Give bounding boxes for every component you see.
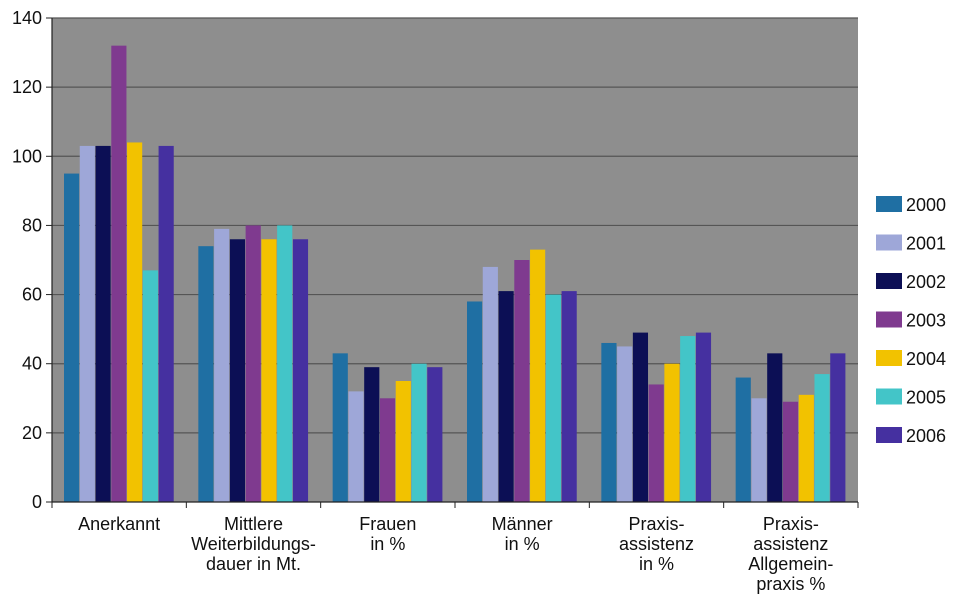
legend-label: 2003: [906, 311, 946, 331]
y-tick-label: 100: [12, 146, 42, 166]
bar-2004-5: [798, 394, 814, 502]
bar-2002-4: [632, 332, 649, 502]
legend-item-2006: 2006: [876, 426, 946, 446]
gridlines: [52, 17, 858, 434]
bar-2003-1: [245, 225, 261, 502]
x-category-label: Praxis-assistenz Allgemein-praxis %: [748, 514, 833, 594]
bar-2001-2: [348, 391, 364, 502]
bar-2002-3: [498, 291, 514, 502]
bar-2001-5: [751, 398, 767, 502]
bar-2002-5: [767, 353, 783, 502]
legend-swatch: [876, 350, 902, 366]
y-tick-label: 20: [22, 423, 42, 443]
legend-item-2000: 2000: [876, 195, 946, 215]
legend-label: 2004: [906, 349, 946, 369]
y-tick-label: 80: [22, 215, 42, 235]
legend-label: 2001: [906, 234, 946, 254]
bar-2000-5: [735, 377, 751, 502]
bar-2000-3: [467, 301, 483, 502]
legend-swatch: [876, 427, 902, 443]
bar-2006-1: [292, 239, 309, 502]
bar-2001-3: [482, 266, 498, 502]
bar-2002-1: [229, 239, 246, 502]
legend-item-2005: 2005: [876, 388, 946, 408]
bar-2006-0: [158, 145, 174, 502]
legend-item-2004: 2004: [876, 349, 946, 369]
x-category-label: Praxis-assistenz in %: [619, 514, 694, 574]
bars: [64, 45, 846, 503]
bar-2006-5: [830, 353, 846, 502]
bar-2000-1: [198, 246, 214, 502]
y-tick-label: 60: [22, 285, 42, 305]
y-tick-label: 120: [12, 77, 42, 97]
bar-2004-2: [395, 381, 411, 502]
x-category-label: Frauen in %: [359, 514, 416, 554]
bar-2000-0: [64, 173, 80, 503]
legend-swatch: [876, 388, 902, 405]
plot-area: [52, 18, 858, 502]
bar-2001-4: [617, 346, 633, 502]
x-category-label: Anerkannt: [78, 514, 160, 534]
bar-2003-0: [111, 45, 127, 503]
bar-2005-5: [814, 374, 830, 502]
legend-swatch: [876, 196, 902, 212]
legend-label: 2002: [906, 272, 946, 292]
x-axis: Anerkannt Mittlere Weiterbildungs-dauer in…: [51, 501, 859, 594]
bar-2000-4: [601, 342, 617, 502]
bar-2003-2: [379, 398, 396, 502]
bar-2001-0: [79, 145, 95, 502]
bar-2005-2: [411, 363, 427, 502]
legend-label: 2005: [906, 388, 946, 408]
y-tick-label: 40: [22, 354, 42, 374]
bar-2004-0: [127, 142, 143, 502]
bar-2002-2: [364, 367, 380, 502]
y-tick-label: 140: [12, 8, 42, 28]
bar-2000-2: [332, 353, 348, 502]
legend-item-2002: 2002: [876, 272, 946, 292]
legend-item-2003: 2003: [876, 311, 946, 331]
x-category-label: Mittlere Weiterbildungs-dauer in Mt.: [191, 514, 316, 574]
legend-label: 2006: [906, 426, 946, 446]
x-category-label: Männer in %: [492, 514, 553, 554]
legend-swatch: [876, 273, 902, 289]
bar-2005-0: [142, 270, 158, 502]
bar-2006-4: [695, 332, 712, 502]
bar-2006-3: [561, 291, 577, 502]
legend-swatch: [876, 311, 902, 328]
y-axis: 0 20 40 60 80 100 120 140: [12, 8, 53, 512]
legend-label: 2000: [906, 195, 946, 215]
bar-2005-1: [277, 225, 293, 502]
bar-2001-1: [214, 228, 230, 502]
legend-swatch: [876, 234, 902, 251]
bar-2005-4: [680, 336, 696, 502]
bar-2004-4: [664, 363, 680, 502]
legend: 2000 2001 2002 2003 2004 2005 2006: [876, 195, 946, 446]
bar-2006-2: [427, 367, 443, 502]
bar-2002-0: [95, 145, 111, 502]
legend-item-2001: 2001: [876, 234, 946, 254]
bar-2004-3: [530, 249, 546, 502]
bar-2003-5: [782, 401, 799, 502]
bar-2003-3: [514, 260, 530, 502]
bar-2005-3: [545, 294, 561, 502]
bar-2003-4: [648, 384, 664, 502]
y-tick-label: 0: [32, 492, 42, 512]
bar-2004-1: [261, 239, 277, 502]
